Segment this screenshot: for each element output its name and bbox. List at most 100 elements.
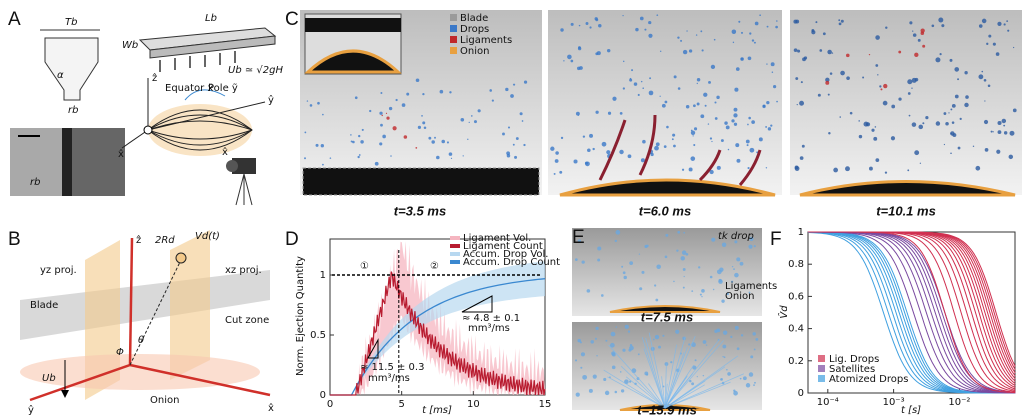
- drop: [828, 131, 831, 135]
- drop: [1003, 131, 1008, 135]
- drop: [990, 130, 993, 133]
- drop: [576, 66, 581, 71]
- drop: [890, 136, 896, 141]
- drop: [1012, 108, 1017, 113]
- drop: [560, 136, 564, 140]
- drop: [514, 155, 518, 159]
- ligament-vol-band: [351, 241, 545, 395]
- drop: [629, 345, 634, 351]
- drop: [1013, 46, 1015, 49]
- drop: [825, 80, 830, 85]
- drop: [502, 132, 505, 136]
- drop: [753, 41, 756, 44]
- legend-swatch: [450, 36, 457, 43]
- drop: [415, 78, 420, 83]
- drop: [740, 334, 744, 337]
- drop: [995, 52, 1000, 56]
- drop: [749, 147, 755, 153]
- label: ẑ: [136, 234, 141, 246]
- drop: [631, 368, 637, 374]
- drop: [587, 148, 591, 153]
- label: Blade: [30, 300, 58, 311]
- drop: [875, 35, 880, 40]
- drop: [664, 255, 668, 259]
- trajectory: [643, 348, 666, 409]
- drop: [1009, 130, 1015, 136]
- drop: [624, 324, 629, 329]
- drop: [577, 239, 581, 243]
- drop: [701, 49, 704, 52]
- drop: [691, 382, 695, 386]
- drop: [811, 29, 815, 32]
- legend-swatch: [450, 244, 460, 248]
- y-tick-label: 1: [798, 227, 804, 238]
- drop: [637, 353, 640, 356]
- drop: [577, 338, 581, 343]
- drop: [983, 78, 987, 82]
- drop: [827, 93, 830, 96]
- drop: [656, 264, 661, 269]
- drop: [750, 355, 754, 359]
- drop: [382, 134, 386, 139]
- drop: [380, 123, 383, 127]
- legend-swatch: [818, 365, 825, 372]
- drop: [722, 344, 727, 349]
- drop: [986, 42, 989, 45]
- x-tick-label: 10: [467, 399, 480, 410]
- drop: [765, 167, 768, 169]
- label: Tb: [65, 17, 77, 28]
- x-tick-label: 10⁻²: [948, 397, 970, 408]
- drop: [600, 294, 604, 297]
- drop: [1001, 118, 1007, 124]
- drop: [727, 372, 731, 376]
- x-tick-label: 10⁻³: [883, 397, 905, 408]
- drop: [831, 52, 834, 54]
- drop: [682, 49, 688, 55]
- x-tick-label: 15: [539, 399, 552, 410]
- drop: [736, 257, 741, 262]
- drop: [922, 122, 925, 125]
- label: Vd(t): [195, 231, 220, 242]
- drop: [716, 269, 722, 275]
- label: α: [57, 70, 64, 81]
- drop: [874, 126, 877, 128]
- drop: [304, 131, 307, 134]
- drop: [358, 134, 361, 138]
- panel-label: E: [572, 227, 585, 248]
- drop: [914, 52, 919, 57]
- x-tick-label: 5: [398, 399, 404, 410]
- legend-swatch: [450, 252, 460, 256]
- drop: [698, 266, 701, 269]
- drop: [673, 280, 675, 283]
- label: Ligaments: [725, 281, 777, 292]
- drop: [637, 93, 640, 96]
- drop: [589, 133, 593, 138]
- drop: [586, 289, 591, 293]
- drop: [721, 299, 725, 303]
- drop: [317, 101, 320, 105]
- drop: [567, 54, 572, 60]
- drop: [817, 93, 821, 97]
- drop: [954, 67, 960, 72]
- trajectory: [664, 339, 720, 409]
- drop: [908, 114, 911, 117]
- drop: [716, 95, 720, 100]
- drop: [656, 14, 659, 16]
- drop: [710, 64, 716, 70]
- drop: [954, 94, 959, 99]
- trajectory: [664, 344, 678, 409]
- drop: [920, 28, 925, 33]
- label: ŷ: [268, 94, 274, 106]
- drop: [690, 156, 696, 161]
- drop: [582, 374, 588, 380]
- drop: [374, 161, 379, 166]
- drop: [911, 122, 917, 127]
- drop: [766, 25, 769, 28]
- drop: [510, 94, 514, 98]
- drop: [515, 137, 519, 140]
- drop: [701, 296, 703, 298]
- drop: [406, 92, 410, 96]
- label: x̂: [268, 402, 274, 414]
- drop: [795, 19, 800, 24]
- drop: [714, 117, 718, 120]
